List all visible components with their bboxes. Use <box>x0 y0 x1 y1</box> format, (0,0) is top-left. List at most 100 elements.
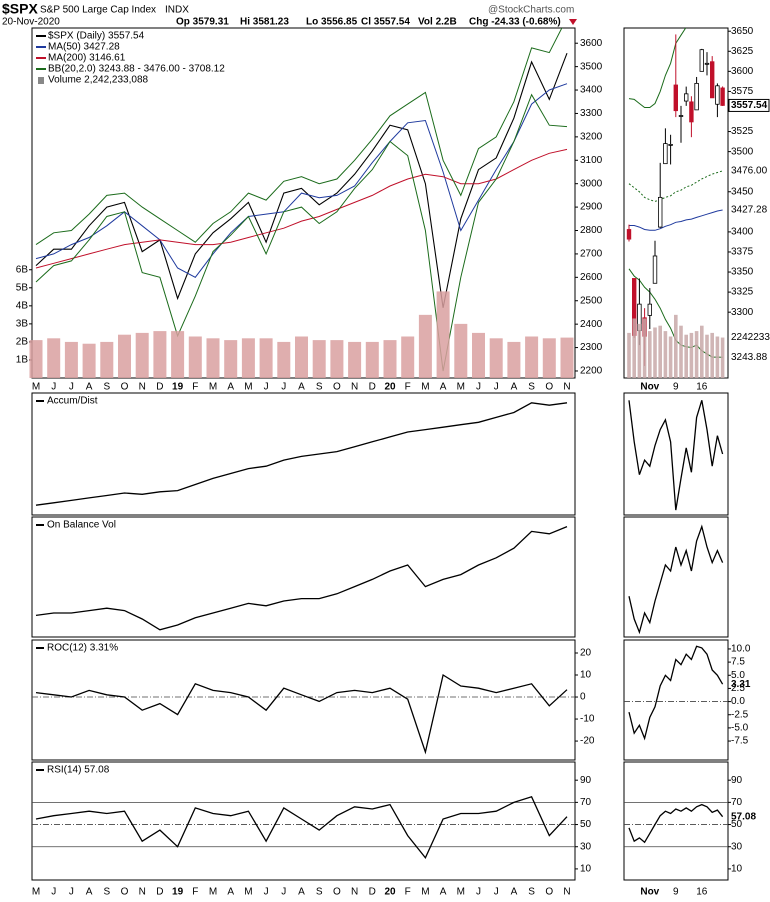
x-tick-label: N <box>351 382 358 393</box>
x-tick-label: S <box>528 382 535 393</box>
y-tick-label: 3400 <box>731 227 754 238</box>
volume-bar <box>47 338 61 378</box>
candle-body <box>668 143 673 146</box>
x-tick-label: J <box>69 382 74 393</box>
x-tick-label: F <box>192 887 198 898</box>
x-tick-label: D <box>156 887 163 898</box>
volume-bar <box>542 338 556 378</box>
y-tick-label: 3100 <box>580 155 603 166</box>
legend-label: Volume 2,242,233,088 <box>48 75 149 86</box>
x-tick-label: N <box>139 887 146 898</box>
y-tick-label: 3450 <box>731 186 754 197</box>
y-tick-label: 0.0 <box>731 696 745 707</box>
x-tick-label: J <box>476 382 481 393</box>
panel-title: Accum/Dist <box>47 396 98 407</box>
x-tick-label: A <box>298 382 305 393</box>
x-tick-label: M <box>457 382 465 393</box>
last-value: 3427.28 <box>731 205 768 216</box>
x-tick-label: O <box>333 382 341 393</box>
candle-body <box>678 115 684 117</box>
y-tick-label: 2200 <box>580 366 603 377</box>
x-tick-label: D <box>369 887 376 898</box>
y-tick-label: 30 <box>731 841 743 852</box>
line <box>35 402 568 506</box>
source: @StockCharts.com <box>488 5 574 16</box>
volume-bar <box>100 341 114 378</box>
y-tick-label: 3300 <box>731 307 754 318</box>
y-tick-label: 10 <box>580 670 592 681</box>
symbol: $SPX <box>2 1 38 17</box>
volume-bar <box>153 331 167 378</box>
volume-bar <box>312 340 326 378</box>
y-tick-label: 6B <box>16 264 29 275</box>
y-tick-label: 3325 <box>731 287 754 298</box>
line <box>35 525 568 631</box>
y-tick-label: 90 <box>731 775 743 786</box>
volume-bar <box>632 318 636 378</box>
x-tick-label: N <box>563 887 570 898</box>
volume-bar <box>330 340 344 378</box>
panel <box>623 639 729 761</box>
x-tick-label: 16 <box>696 887 708 898</box>
y-tick-label: 3350 <box>731 267 754 278</box>
panel <box>31 516 576 638</box>
y-tick-label: 3600 <box>731 66 754 77</box>
line <box>628 645 724 741</box>
x-tick-label: N <box>139 382 146 393</box>
y-tick-label: -5.0 <box>731 723 749 734</box>
y-tick-label: -7.5 <box>731 736 749 747</box>
y-tick-label: 70 <box>580 797 592 808</box>
y-tick-label: 3300 <box>580 108 603 119</box>
panel-title: On Balance Vol <box>47 520 116 531</box>
candle-body <box>710 61 715 99</box>
x-tick-label: O <box>545 382 553 393</box>
x-tick-label: J <box>494 887 499 898</box>
y-tick-label: 4B <box>16 300 29 311</box>
volume-bar <box>472 332 485 378</box>
x-tick-label: A <box>440 382 447 393</box>
volume-bar <box>705 334 709 378</box>
x-tick-label: J <box>281 887 286 898</box>
last-value: 57.08 <box>731 811 756 822</box>
volume-bar <box>560 337 574 378</box>
index-name: S&P 500 Large Cap Index <box>40 5 156 16</box>
volume-bar <box>118 334 131 378</box>
x-tick-label: 16 <box>696 382 708 393</box>
line <box>35 796 568 860</box>
y-tick-label: 2600 <box>580 272 603 283</box>
volume-bar <box>188 336 202 378</box>
candle-body <box>699 49 704 72</box>
x-tick-label: M <box>244 382 252 393</box>
y-tick-label: 2400 <box>580 319 603 330</box>
panel <box>623 761 729 881</box>
volume-bar <box>365 341 379 378</box>
line <box>35 53 568 308</box>
y-tick-label: 5.0 <box>731 670 745 681</box>
volume-bar <box>206 338 220 378</box>
x-tick-label: J <box>264 887 269 898</box>
y-tick-label: 50 <box>580 819 592 830</box>
y-tick-label: 2.5 <box>731 683 745 694</box>
y-tick-label: 3600 <box>580 38 603 49</box>
volume-bar <box>259 338 273 378</box>
panel <box>623 392 729 516</box>
volume-bar <box>507 341 521 378</box>
line <box>629 209 723 231</box>
y-tick-label: 3575 <box>731 86 754 97</box>
x-tick-label: 20 <box>384 887 396 898</box>
x-tick-label: M <box>32 382 40 393</box>
x-tick-label: F <box>405 887 411 898</box>
panel <box>31 392 576 516</box>
x-tick-label: M <box>209 887 217 898</box>
candle-body <box>626 229 632 240</box>
y-tick-label: 20 <box>580 648 592 659</box>
volume-bar <box>383 340 397 378</box>
x-tick-label: 20 <box>384 382 396 393</box>
low: Lo 3556.85 <box>306 17 358 28</box>
y-tick-label: 1B <box>16 355 29 366</box>
x-tick-label: F <box>405 382 411 393</box>
volume-bar <box>715 336 720 378</box>
volume-bar <box>454 323 468 378</box>
x-tick-label: D <box>369 382 376 393</box>
change: Chg -24.33 (-0.68%) <box>469 17 561 28</box>
